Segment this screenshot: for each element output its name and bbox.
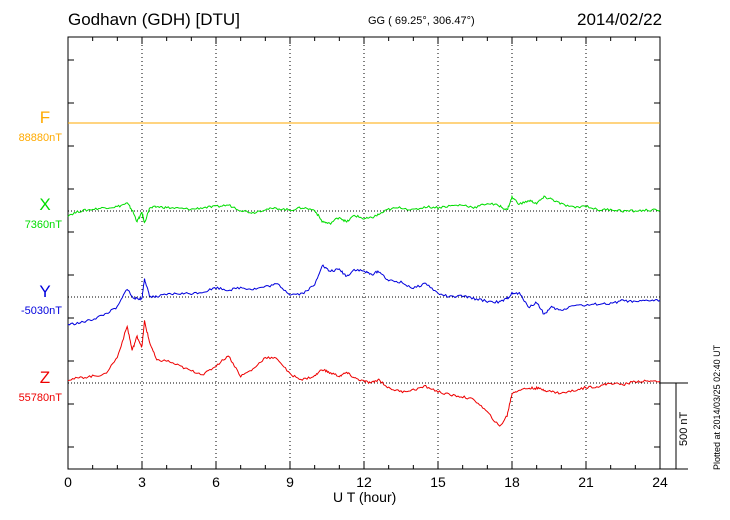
- series-y-line: [67, 264, 661, 326]
- channel-f-label: F: [39, 108, 51, 127]
- x-tick-label: 18: [504, 474, 520, 490]
- channel-z-label: Z: [39, 368, 51, 387]
- chart-title: Godhavn (GDH) [DTU]: [68, 10, 240, 29]
- scale-bar-label: 500 nT: [678, 411, 690, 446]
- x-tick-labels: 0 3 6 9 12 15 18 21 24: [64, 474, 668, 490]
- chart-date: 2014/02/22: [577, 10, 663, 29]
- plotted-timestamp: Plotted at 2014/03/25 02:40 UT: [712, 344, 722, 470]
- station-coordinates: GG ( 69.25°, 306.47°): [368, 15, 475, 27]
- channel-x-label: X: [39, 195, 51, 214]
- x-axis-label: U T (hour): [333, 489, 397, 505]
- data-series: [67, 122, 661, 427]
- x-tick-label: 0: [64, 474, 72, 490]
- channel-y-baseline: -5030nT: [21, 305, 62, 317]
- axis-ticks: [67, 37, 661, 469]
- x-tick-label: 3: [138, 474, 146, 490]
- vertical-grid: [141, 37, 587, 469]
- x-tick-label: 6: [212, 474, 220, 490]
- x-tick-label: 24: [652, 474, 668, 490]
- series-z-line: [67, 320, 661, 427]
- x-tick-label: 12: [356, 474, 372, 490]
- x-tick-label: 15: [430, 474, 446, 490]
- channel-y-label: Y: [39, 282, 51, 301]
- x-tick-label: 21: [578, 474, 594, 490]
- scale-bar: [660, 382, 688, 470]
- series-x-line: [67, 194, 661, 226]
- channel-z-baseline: 55780nT: [18, 392, 62, 404]
- x-tick-label: 9: [286, 474, 294, 490]
- channel-x-baseline: 7360nT: [24, 219, 62, 231]
- channel-f-baseline: 88880nT: [18, 132, 62, 144]
